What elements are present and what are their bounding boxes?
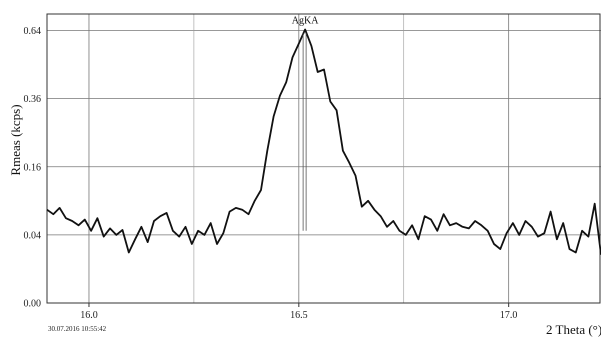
grid [47,14,601,303]
footer-timestamp: 30.07.2016 10:55:42 [48,325,107,333]
y-tick-label: 0.64 [24,26,42,37]
x-tick-label: 16.0 [80,310,98,321]
y-tick-label: 0.36 [24,94,42,105]
x-tick-labels: 16.0 16.5 17.0 [80,310,517,321]
plot-frame [46,13,601,304]
y-axis-title: Rmeas (kcps) [8,104,23,175]
peak-label: AgKA [292,15,319,26]
series-line [46,28,601,255]
x-tick-label: 17.0 [500,310,518,321]
series-layer [46,28,601,255]
x-axis-title: 2 Theta (°) [546,322,601,337]
y-tick-label: 0.04 [24,230,42,241]
y-tick-labels: 0.00 0.04 0.16 0.36 0.64 [24,26,42,309]
x-tick-label: 16.5 [290,310,308,321]
annotations: AgKA [292,15,319,231]
y-tick-label: 0.16 [24,162,42,173]
y-tick-label: 0.00 [24,299,42,310]
axes [46,13,601,307]
